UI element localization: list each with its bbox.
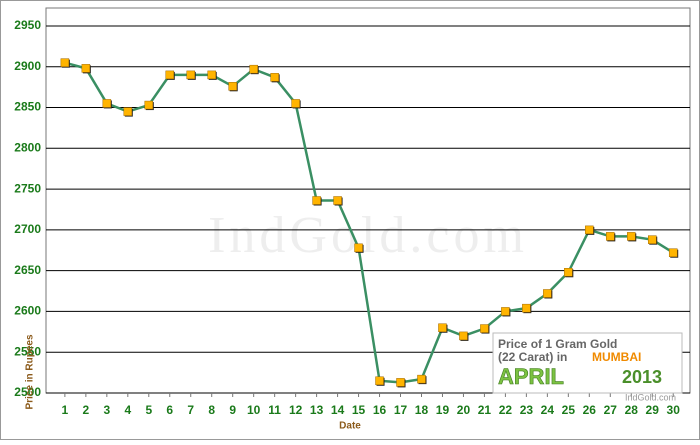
- x-tick-label: 20: [457, 403, 471, 417]
- y-tick-label: 2900: [14, 59, 41, 73]
- marker: [417, 374, 426, 384]
- marker: [564, 268, 573, 277]
- marker: [543, 289, 552, 298]
- x-tick-label: 4: [124, 403, 131, 417]
- x-tick-label: 8: [208, 403, 215, 417]
- marker: [270, 73, 279, 82]
- x-tick-label: 24: [541, 403, 555, 417]
- annotation: MUMBAI: [592, 350, 641, 364]
- y-tick-label: 2950: [14, 18, 41, 32]
- marker: [480, 324, 489, 333]
- x-tick-label: 7: [187, 403, 194, 417]
- marker: [668, 248, 678, 257]
- marker: [606, 232, 615, 241]
- marker: [291, 99, 300, 108]
- x-tick-label: 27: [604, 403, 618, 417]
- x-tick-label: 6: [166, 403, 173, 417]
- x-tick-label: 28: [625, 403, 639, 417]
- y-tick-label: 2650: [14, 263, 41, 277]
- annotation: 2013: [622, 367, 662, 387]
- x-tick-label: 21: [478, 403, 492, 417]
- legend-box: [492, 332, 683, 394]
- marker: [207, 70, 216, 80]
- x-tick-label: 5: [145, 403, 152, 417]
- x-tick-label: 9: [229, 403, 236, 417]
- marker: [102, 99, 112, 108]
- x-tick-label: 15: [352, 403, 366, 417]
- y-tick-label: 2800: [14, 140, 41, 154]
- y-tick-label: 2750: [14, 181, 41, 195]
- marker: [647, 235, 657, 244]
- marker: [312, 196, 321, 205]
- x-tick-label: 26: [583, 403, 597, 417]
- x-tick-label: 29: [646, 403, 660, 417]
- marker: [60, 58, 70, 67]
- x-tick-label: 14: [331, 403, 345, 417]
- x-axis-label: Date: [339, 421, 361, 432]
- annotation: IndGold.com: [625, 392, 676, 402]
- annotation: APRIL: [498, 364, 564, 389]
- marker: [522, 303, 531, 313]
- marker: [396, 378, 405, 387]
- marker: [501, 307, 510, 316]
- x-tick-label: 13: [310, 403, 324, 417]
- marker: [585, 225, 594, 235]
- marker: [123, 107, 133, 116]
- y-tick-label: 2500: [14, 385, 41, 399]
- y-tick-label: 2700: [14, 222, 41, 236]
- watermark: IndGold.com: [208, 207, 528, 264]
- x-tick-label: 2: [83, 403, 90, 417]
- y-tick-label: 2600: [14, 304, 41, 318]
- x-tick-label: 10: [247, 403, 261, 417]
- x-tick-label: 3: [103, 403, 110, 417]
- y-tick-label: 2550: [14, 344, 41, 358]
- marker: [354, 243, 363, 253]
- x-tick-label: 25: [562, 403, 576, 417]
- annotation: Price of 1 Gram Gold: [498, 337, 617, 351]
- x-tick-label: 30: [667, 403, 681, 417]
- annotation: (22 Carat) in: [498, 350, 567, 364]
- marker: [144, 100, 154, 110]
- x-tick-label: 16: [373, 403, 387, 417]
- x-tick-label: 17: [394, 403, 408, 417]
- x-tick-label: 12: [289, 403, 303, 417]
- x-tick-label: 23: [520, 403, 534, 417]
- x-tick-label: 19: [436, 403, 450, 417]
- marker: [186, 70, 195, 80]
- x-tick-label: 1: [62, 403, 69, 417]
- x-tick-label: 18: [415, 403, 429, 417]
- plot-area: [45, 7, 691, 394]
- marker: [459, 331, 468, 341]
- marker: [228, 82, 237, 91]
- x-tick-label: 22: [499, 403, 513, 417]
- line: [64, 61, 674, 384]
- marker: [165, 70, 175, 80]
- marker: [81, 64, 91, 73]
- marker: [627, 232, 636, 241]
- marker: [438, 323, 447, 332]
- marker: [249, 64, 258, 74]
- y-axis-label: Price in Rupees: [25, 334, 36, 409]
- marker: [333, 196, 342, 205]
- marker: [375, 376, 384, 386]
- y-tick-label: 2850: [14, 100, 41, 114]
- x-tick-label: 11: [268, 403, 281, 417]
